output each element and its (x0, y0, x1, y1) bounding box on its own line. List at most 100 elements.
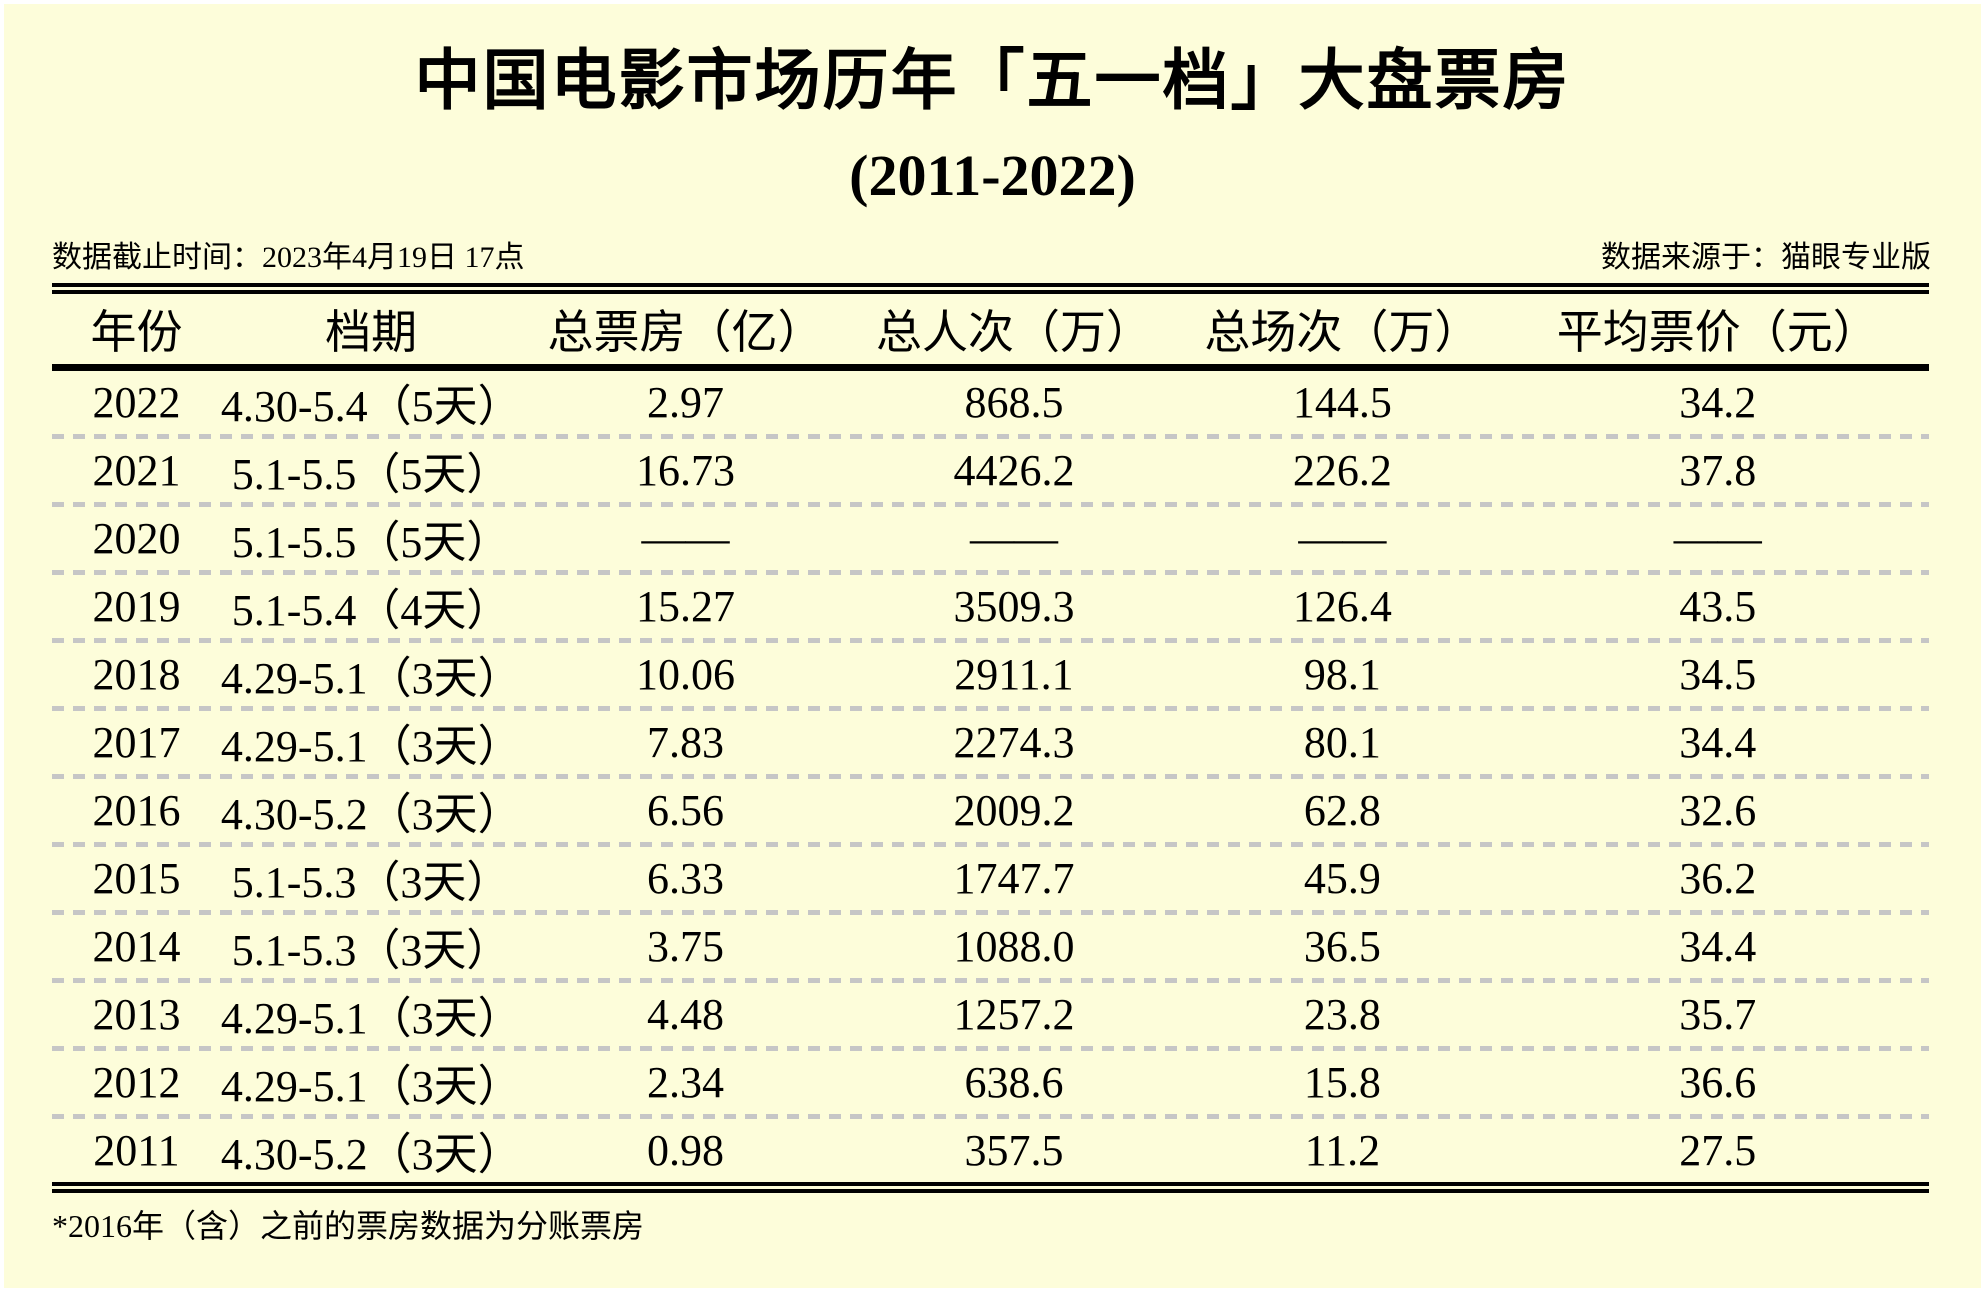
period-cell: 5.1-5.3（3天） (231, 858, 511, 908)
period-cell: 4.29-5.1（3天） (220, 1062, 522, 1112)
row-separator (52, 637, 1929, 643)
footnote: *2016年（含）之前的票房数据为分账票房 (52, 1207, 645, 1244)
page-title: 中国电影市场历年「五一档」大盘票房 (414, 45, 1571, 118)
meta-row: 数据截止时间：2023年4月19日 17点 数据来源于：猫眼专业版 (52, 241, 1931, 275)
period-cell: 4.29-5.1（3天） (220, 722, 522, 772)
period-cell: 4.30-5.2（3天） (220, 790, 522, 840)
table-row: 2013 4.29-5.1（3天） 4.48 1257.2 23.8 35.7 (52, 983, 1929, 1046)
row-separator (52, 1045, 1929, 1051)
year-cell: 2017 (92, 717, 181, 767)
period-cell: 4.29-5.1（3天） (220, 654, 522, 704)
year-cell: 2011 (93, 1125, 180, 1175)
box-office-cell: 2.34 (646, 1057, 724, 1107)
header-admissions: 总人次（万） (875, 306, 1152, 358)
year-cell: 2013 (92, 989, 181, 1039)
row-separator (52, 909, 1929, 915)
period-cell: 4.30-5.4（5天） (220, 382, 522, 432)
table-row: 2020 5.1-5.5（5天） —— —— —— —— (52, 507, 1929, 570)
data-cutoff-label: 数据截止时间：2023年4月19日 17点 (52, 240, 525, 274)
period-cell: 4.30-5.2（3天） (220, 1130, 522, 1180)
year-cell: 2016 (92, 785, 181, 835)
period-cell: 5.1-5.5（5天） (231, 518, 511, 568)
box-office-cell: 16.73 (635, 445, 735, 495)
avg-price-cell: 34.5 (1679, 649, 1757, 699)
screenings-cell: 226.2 (1292, 445, 1392, 495)
row-separator (52, 841, 1929, 847)
table-body: 2022 4.30-5.4（5天） 2.97 868.5 144.5 34.2 2021 5.… (52, 371, 1929, 1182)
admissions-cell: 638.6 (964, 1057, 1064, 1107)
screenings-cell: 15.8 (1303, 1057, 1381, 1107)
avg-price-cell: 35.7 (1679, 989, 1757, 1039)
table-row: 2019 5.1-5.4（4天） 15.27 3509.3 126.4 43.5 (52, 575, 1929, 638)
avg-price-cell: 37.8 (1679, 445, 1757, 495)
row-separator (52, 773, 1929, 779)
page-subtitle: (2011-2022) (849, 143, 1136, 209)
admissions-cell: 357.5 (964, 1125, 1064, 1175)
avg-price-cell: 34.4 (1679, 717, 1757, 767)
table-bottom-rule (52, 1181, 1929, 1193)
admissions-cell: 1257.2 (953, 989, 1075, 1039)
box-office-cell: 3.75 (646, 921, 724, 971)
data-source-label: 数据来源于：猫眼专业版 (1601, 240, 1931, 274)
table-row: 2016 4.30-5.2（3天） 6.56 2009.2 62.8 32.6 (52, 779, 1929, 842)
admissions-cell: 2911.1 (954, 649, 1074, 699)
header-year: 年份 (90, 306, 183, 358)
admissions-cell: 2274.3 (953, 717, 1075, 767)
admissions-cell: 3509.3 (953, 581, 1075, 631)
table-header-row: 年份 档期 总票房（亿） 总人次（万） 总场次（万） 平均票价（元） (52, 294, 1929, 364)
period-cell: 5.1-5.5（5天） (231, 450, 511, 500)
period-cell: 5.1-5.4（4天） (231, 586, 511, 636)
table-row: 2014 5.1-5.3（3天） 3.75 1088.0 36.5 34.4 (52, 915, 1929, 978)
avg-price-cell: 34.4 (1679, 921, 1757, 971)
header-top-rule (52, 282, 1929, 294)
year-cell: 2014 (92, 921, 181, 971)
row-separator (52, 569, 1929, 575)
year-cell: 2012 (92, 1057, 181, 1107)
year-cell: 2022 (92, 377, 181, 427)
screenings-cell: 62.8 (1303, 785, 1381, 835)
screenings-cell: 126.4 (1292, 581, 1392, 631)
box-office-cell: 6.56 (646, 785, 724, 835)
screenings-cell: 36.5 (1303, 921, 1381, 971)
avg-price-cell: 36.2 (1679, 853, 1757, 903)
admissions-cell: —— (969, 513, 1058, 563)
screenings-cell: 80.1 (1303, 717, 1381, 767)
header-bottom-rule (52, 363, 1929, 371)
box-office-cell: 2.97 (646, 377, 724, 427)
table-row: 2017 4.29-5.1（3天） 7.83 2274.3 80.1 34.4 (52, 711, 1929, 774)
screenings-cell: 45.9 (1303, 853, 1381, 903)
table-row: 2022 4.30-5.4（5天） 2.97 868.5 144.5 34.2 (52, 371, 1929, 434)
box-office-cell: 15.27 (635, 581, 735, 631)
row-separator (52, 1113, 1929, 1119)
box-office-cell: 7.83 (646, 717, 724, 767)
box-office-cell: —— (641, 513, 730, 563)
header-box-office: 总票房（亿） (547, 306, 824, 358)
box-office-cell: 6.33 (646, 853, 724, 903)
avg-price-cell: 34.2 (1679, 377, 1757, 427)
screenings-cell: —— (1298, 513, 1387, 563)
admissions-cell: 1747.7 (953, 853, 1075, 903)
admissions-cell: 1088.0 (953, 921, 1075, 971)
year-cell: 2019 (92, 581, 181, 631)
screenings-cell: 98.1 (1303, 649, 1381, 699)
avg-price-cell: 36.6 (1679, 1057, 1757, 1107)
year-cell: 2021 (92, 445, 181, 495)
row-separator (52, 705, 1929, 711)
box-office-cell: 0.98 (646, 1125, 724, 1175)
admissions-cell: 2009.2 (953, 785, 1075, 835)
avg-price-cell: 32.6 (1679, 785, 1757, 835)
year-cell: 2020 (92, 513, 181, 563)
year-cell: 2018 (92, 649, 181, 699)
period-cell: 5.1-5.3（3天） (231, 926, 511, 976)
avg-price-cell: —— (1673, 513, 1762, 563)
screenings-cell: 11.2 (1304, 1125, 1381, 1175)
row-separator (52, 501, 1929, 507)
header-avg-price: 平均票价（元） (1556, 306, 1879, 358)
header-screenings: 总场次（万） (1204, 306, 1481, 358)
header-period: 档期 (325, 306, 418, 358)
avg-price-cell: 43.5 (1679, 581, 1757, 631)
table-row: 2018 4.29-5.1（3天） 10.06 2911.1 98.1 34.5 (52, 643, 1929, 706)
table-row: 2015 5.1-5.3（3天） 6.33 1747.7 45.9 36.2 (52, 847, 1929, 910)
screenings-cell: 23.8 (1303, 989, 1381, 1039)
